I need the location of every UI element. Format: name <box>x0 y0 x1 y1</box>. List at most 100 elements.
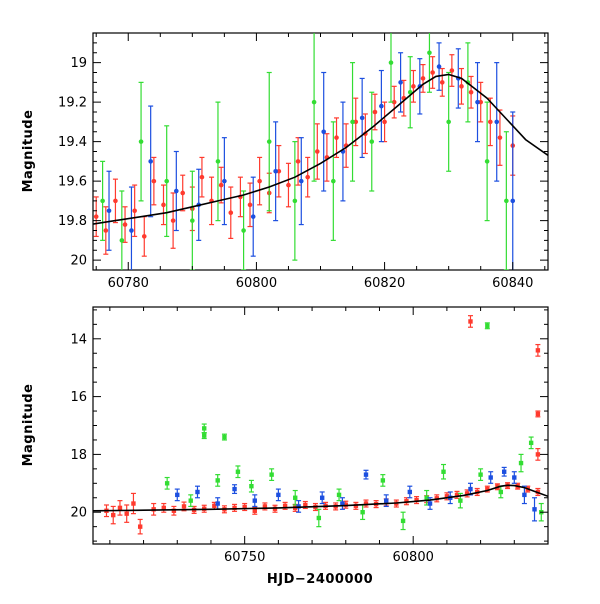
top-red-point <box>199 156 205 198</box>
top-blue-point <box>173 150 179 232</box>
bottom-red-point <box>535 410 541 418</box>
bottom-model-curve <box>93 484 548 512</box>
top-red-point <box>228 186 234 239</box>
bottom-red-marker <box>111 512 116 518</box>
top-green-point <box>426 33 432 93</box>
bottom-green-point <box>248 479 254 493</box>
bottom-blue-point <box>383 494 389 508</box>
bottom-blue-marker <box>407 489 413 495</box>
top-green-point <box>369 91 375 192</box>
top-x-tick-label: 60820 <box>364 276 405 291</box>
bottom-green-point <box>478 468 484 482</box>
top-red-point <box>103 206 109 255</box>
top-red-marker <box>459 84 464 89</box>
bottom-blue-point <box>532 497 538 522</box>
top-blue-marker <box>436 64 442 69</box>
top-green-point <box>119 190 125 270</box>
top-green-point <box>330 121 336 241</box>
bottom-red-marker <box>117 505 123 511</box>
bottom-red-marker <box>404 499 409 504</box>
top-red-marker <box>478 99 484 105</box>
bottom-green-marker <box>380 478 386 483</box>
bottom-red-marker <box>343 502 348 507</box>
bottom-blue-point <box>511 471 517 484</box>
bottom-red-point <box>414 496 420 505</box>
bottom-red-point <box>535 448 541 461</box>
bottom-y-tick-label: 14 <box>70 332 87 347</box>
bottom-blue-marker <box>532 507 537 512</box>
top-blue-point <box>273 121 279 222</box>
top-red-point <box>410 69 416 103</box>
bottom-red-marker <box>131 501 136 506</box>
bottom-green-point <box>188 494 194 508</box>
top-red-point <box>218 166 224 204</box>
bottom-blue-marker <box>175 492 180 498</box>
bottom-green-point <box>269 468 275 482</box>
bottom-red-marker <box>464 491 470 496</box>
top-red-marker <box>228 210 234 216</box>
top-red-point <box>257 156 263 206</box>
bottom-red-marker <box>535 348 541 353</box>
top-blue-point <box>221 137 227 226</box>
top-red-marker <box>132 208 137 214</box>
top-green-point <box>164 125 170 238</box>
top-y-tick-label: 20 <box>70 254 87 269</box>
bottom-green-point <box>336 488 342 502</box>
bottom-red-marker <box>282 503 288 509</box>
bottom-green-point <box>292 489 298 506</box>
bottom-blue-point <box>363 469 369 480</box>
bottom-red-marker <box>212 503 217 509</box>
bottom-blue-marker <box>522 492 527 498</box>
top-x-tick-label: 60800 <box>236 276 277 291</box>
bottom-red-point <box>467 315 473 328</box>
top-red-point <box>420 63 426 93</box>
bottom-blue-point <box>339 497 345 510</box>
top-y-tick-label: 19.8 <box>58 214 87 229</box>
top-green-point <box>292 141 298 261</box>
top-red-marker <box>199 174 205 180</box>
top-blue-point <box>321 71 327 192</box>
top-blue-point <box>510 111 516 270</box>
top-red-marker <box>439 80 445 85</box>
bottom-green-point <box>400 511 406 531</box>
top-blue-marker <box>321 129 327 135</box>
top-red-marker <box>391 99 397 105</box>
bottom-blue-marker <box>252 498 257 503</box>
bottom-blue-marker <box>501 469 507 474</box>
top-red-marker <box>286 182 291 188</box>
bottom-blue-marker <box>276 492 281 498</box>
top-red-marker <box>314 149 320 154</box>
top-y-axis-label: Magnitude <box>21 110 36 193</box>
top-ticks: 60780 60800 60820 60840 19 19.2 19.4 19.6 19.8 20 <box>58 32 548 291</box>
bottom-green-point <box>380 474 386 487</box>
top-blue-point <box>148 105 154 218</box>
top-green-point <box>484 101 490 222</box>
top-red-point <box>305 156 311 198</box>
top-panel: 60780 60800 60820 60840 19 19.2 19.4 19.6 19.8 20… <box>21 32 549 291</box>
bottom-green-point <box>316 508 322 528</box>
bottom-green-point <box>215 474 221 487</box>
top-green-marker <box>331 178 336 184</box>
bottom-red-marker <box>454 492 460 498</box>
top-blue-point <box>494 62 500 182</box>
bottom-x-tick-label: 60750 <box>224 550 265 565</box>
bottom-blue-point <box>501 466 507 477</box>
top-green-marker <box>388 60 394 65</box>
top-green-marker <box>190 218 195 223</box>
bottom-green-point <box>164 476 170 490</box>
bottom-green-marker <box>269 472 274 477</box>
top-red-point <box>209 176 215 226</box>
top-green-marker <box>241 228 246 233</box>
top-x-tick-label: 60840 <box>492 276 533 291</box>
top-blue-point <box>436 42 442 91</box>
bottom-red-point <box>137 518 143 535</box>
bottom-blue-point <box>174 488 180 502</box>
top-red-marker <box>430 70 435 75</box>
bottom-data-layer <box>93 315 548 535</box>
top-red-point <box>122 206 128 243</box>
top-green-marker <box>100 198 105 204</box>
top-red-marker <box>247 202 253 208</box>
top-blue-marker <box>273 168 278 174</box>
top-blue-marker <box>359 115 365 121</box>
top-green-point <box>266 71 272 212</box>
